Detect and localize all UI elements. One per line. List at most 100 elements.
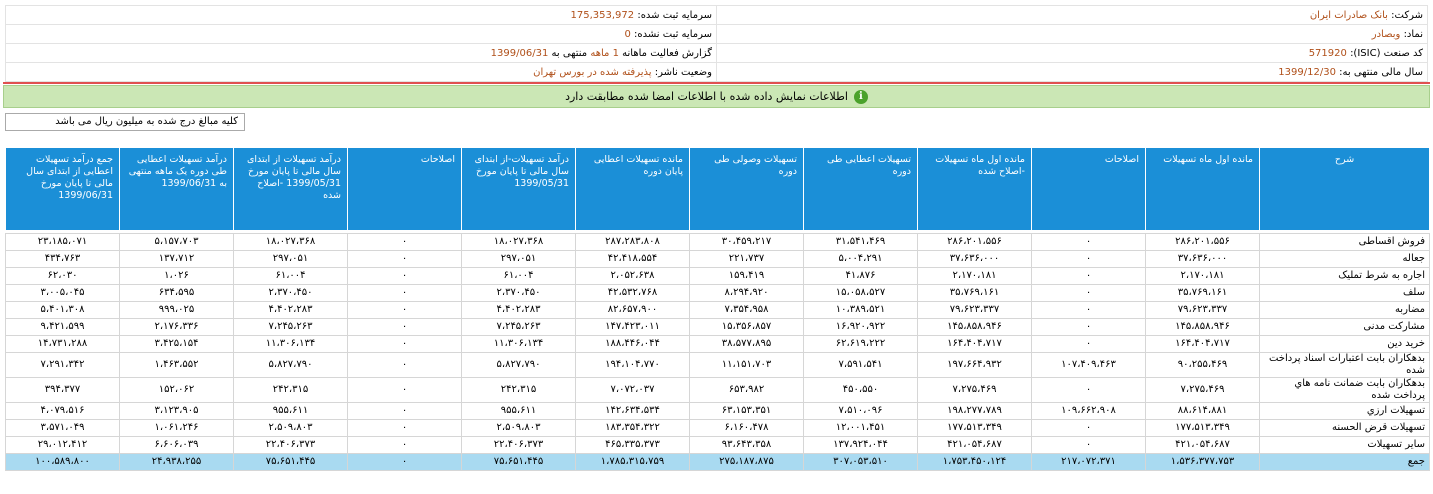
- cell: ۴۲۱،۰۵۴،۶۸۷: [917, 436, 1032, 454]
- row-label: بدهکاران بابت اعتبارات اسناد پرداخت شده: [1259, 352, 1430, 378]
- cell: ۳۸،۵۷۷،۸۹۵: [689, 335, 804, 353]
- label: شرکت:: [1391, 9, 1423, 21]
- cell: ۶۱،۰۰۴: [461, 267, 576, 285]
- cell: ۰: [1031, 335, 1146, 353]
- cell: ۱۳۷،۹۲۴،۰۴۴: [803, 436, 918, 454]
- info-cell: کد صنعت (ISIC): 571920: [716, 43, 1428, 63]
- data-row: جعاله ۳۷،۶۳۶،۰۰۰ ۰ ۳۷،۶۳۶،۰۰۰ ۵،۰۰۴،۲۹۱ ۲۲۱،۷…: [5, 250, 1430, 268]
- cell: ۳،۱۲۳،۹۰۵: [119, 402, 234, 420]
- label: سرمایه ثبت نشده:: [634, 28, 712, 40]
- cell: ۵،۰۰۴،۲۹۱: [803, 250, 918, 268]
- info-icon: i: [853, 89, 868, 104]
- value: 1399/06/31: [490, 47, 549, 59]
- unit-note: کلیه مبالغ درج شده به میلیون ریال می باش…: [5, 113, 245, 131]
- data-row: تسهیلات قرض الحسنه ۱۷۷،۵۱۳،۳۴۹ ۰ ۱۷۷،۵۱۳،۳۴…: [5, 419, 1430, 437]
- cell: ۷،۲۷۵،۴۶۹: [917, 377, 1032, 403]
- row-label: خرید دین: [1259, 335, 1430, 353]
- column-header: مانده تسهیلات اعطایی پایان دوره: [575, 147, 690, 231]
- cell: ۰: [1031, 250, 1146, 268]
- divider: [3, 82, 1430, 84]
- cell: ۹۰،۲۵۵،۴۶۹: [1145, 352, 1260, 378]
- header-row: شرح مانده اول ماه تسهیلات اصلاحات مانده اول…: [5, 147, 1430, 231]
- cell: ۷۵،۶۵۱،۴۴۵: [461, 453, 576, 471]
- cell: ۲۴۲،۳۱۵: [461, 377, 576, 403]
- cell: ۱۰۷،۴۰۹،۴۶۳: [1031, 352, 1146, 378]
- cell: ۴،۰۷۹،۵۱۶: [5, 402, 120, 420]
- cell: ۲،۱۷۰،۱۸۱: [917, 267, 1032, 285]
- data-row: خرید دین ۱۶۴،۴۰۴،۷۱۷ ۰ ۱۶۴،۴۰۴،۷۱۷ ۶۲،۶۱۹،۲۲…: [5, 335, 1430, 353]
- cell: ۸۲،۶۵۷،۹۰۰: [575, 301, 690, 319]
- cell: ۰: [1031, 377, 1146, 403]
- value: پذیرفته شده در بورس تهران: [533, 66, 652, 78]
- cell: ۳۰،۴۵۹،۲۱۷: [689, 233, 804, 251]
- cell: ۲۷۵،۱۸۷،۸۷۵: [689, 453, 804, 471]
- column-header: تسهیلات وصولی طی دوره: [689, 147, 804, 231]
- cell: ۶۵۳،۹۸۲: [689, 377, 804, 403]
- cell: ۲۲،۴۰۶،۳۷۳: [461, 436, 576, 454]
- cell: ۱۸۳،۳۵۴،۳۲۲: [575, 419, 690, 437]
- column-header: تسهیلات اعطایی طی دوره: [803, 147, 918, 231]
- cell: ۲،۰۵۲،۶۳۸: [575, 267, 690, 285]
- cell: ۳،۰۰۵،۰۴۵: [5, 284, 120, 302]
- column-header: مانده اول ماه تسهیلات -اصلاح شده: [917, 147, 1032, 231]
- cell: ۰: [347, 453, 462, 471]
- cell: ۹۵۵،۶۱۱: [461, 402, 576, 420]
- cell: ۱،۷۵۳،۴۵۰،۱۲۴: [917, 453, 1032, 471]
- notice-text: اطلاعات نمایش داده شده با اطلاعات امضا ش…: [565, 90, 848, 103]
- info-row: کد صنعت (ISIC): 571920 گزارش فعالیت ماها…: [5, 43, 1428, 63]
- label: گزارش فعالیت ماهانه: [622, 47, 712, 59]
- row-label: سایر تسهیلات: [1259, 436, 1430, 454]
- cell: ۲،۱۷۰،۱۸۱: [1145, 267, 1260, 285]
- cell: ۲،۳۷۰،۴۵۰: [461, 284, 576, 302]
- cell: ۰: [347, 301, 462, 319]
- label: سال مالی منتهی به:: [1339, 66, 1423, 78]
- cell: ۱۴،۷۳۱،۲۸۸: [5, 335, 120, 353]
- cell: ۷۹،۶۲۳،۳۳۷: [1145, 301, 1260, 319]
- info-row: نماد: وبصادر سرمایه ثبت نشده: 0: [5, 24, 1428, 44]
- row-label: تسهیلات قرض الحسنه: [1259, 419, 1430, 437]
- cell: ۱،۴۶۳،۵۵۲: [119, 352, 234, 378]
- cell: ۵،۱۵۷،۷۰۳: [119, 233, 234, 251]
- cell: ۶۳۴،۵۹۵: [119, 284, 234, 302]
- cell: ۲۹۷،۰۵۱: [461, 250, 576, 268]
- label: سرمایه ثبت شده:: [637, 9, 712, 21]
- cell: ۱۰۰،۵۸۹،۸۰۰: [5, 453, 120, 471]
- row-label: تسهیلات ارزي: [1259, 402, 1430, 420]
- cell: ۹۳،۶۴۳،۳۵۸: [689, 436, 804, 454]
- cell: ۰: [1031, 436, 1146, 454]
- cell: ۰: [1031, 267, 1146, 285]
- cell: ۱۱،۳۰۶،۱۳۴: [233, 335, 348, 353]
- cell: ۳۷،۶۳۶،۰۰۰: [1145, 250, 1260, 268]
- cell: ۱،۷۸۵،۳۱۵،۷۵۹: [575, 453, 690, 471]
- cell: ۵،۴۰۱،۳۰۸: [5, 301, 120, 319]
- column-header: اصلاحات: [347, 147, 462, 231]
- info-cell: نماد: وبصادر: [716, 24, 1428, 44]
- cell: ۳،۵۷۱،۰۴۹: [5, 419, 120, 437]
- label: وضعیت ناشر:: [654, 66, 712, 78]
- info-cell: سرمایه ثبت شده: 175,353,972: [5, 5, 717, 25]
- cell: ۰: [1031, 301, 1146, 319]
- cell: ۴۲،۴۱۸،۵۵۴: [575, 250, 690, 268]
- cell: ۷،۰۷۲،۰۳۷: [575, 377, 690, 403]
- cell: ۱،۰۶۱،۲۴۶: [119, 419, 234, 437]
- cell: ۷،۵۱۰،۰۹۶: [803, 402, 918, 420]
- cell: ۲،۱۷۶،۳۳۶: [119, 318, 234, 336]
- row-label: جمع: [1259, 453, 1430, 471]
- cell: ۲۸۶،۲۰۱،۵۵۶: [1145, 233, 1260, 251]
- cell: ۴،۴۰۲،۲۸۳: [461, 301, 576, 319]
- cell: ۱۶۴،۴۰۴،۷۱۷: [917, 335, 1032, 353]
- cell: ۱۸،۰۲۷،۳۶۸: [233, 233, 348, 251]
- cell: ۱۶،۹۲۰،۹۲۲: [803, 318, 918, 336]
- cell: ۴۶۵،۳۳۵،۳۷۳: [575, 436, 690, 454]
- cell: ۳۰۷،۰۵۳،۵۱۰: [803, 453, 918, 471]
- cell: ۱۰۹،۶۶۲،۹۰۸: [1031, 402, 1146, 420]
- cell: ۲۹۷،۰۵۱: [233, 250, 348, 268]
- info-cell: سرمایه ثبت نشده: 0: [5, 24, 717, 44]
- cell: ۴۲،۵۳۲،۷۶۸: [575, 284, 690, 302]
- cell: ۶۱،۰۰۴: [233, 267, 348, 285]
- cell: ۸،۲۹۴،۹۲۰: [689, 284, 804, 302]
- cell: ۴۲۱،۰۵۴،۶۸۷: [1145, 436, 1260, 454]
- data-row: فروش اقساطی ۲۸۶،۲۰۱،۵۵۶ ۰ ۲۸۶،۲۰۱،۵۵۶ ۳۱،۵۴۱…: [5, 233, 1430, 251]
- cell: ۹۵۵،۶۱۱: [233, 402, 348, 420]
